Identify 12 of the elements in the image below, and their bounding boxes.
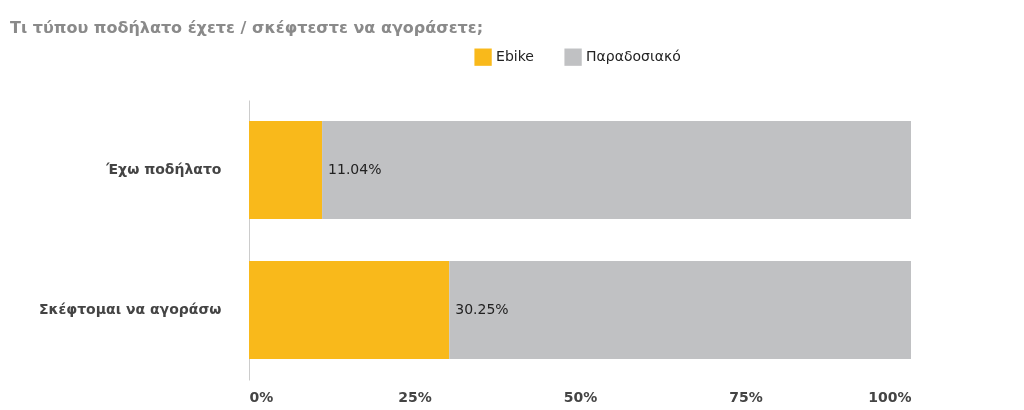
data-label: 30.25%	[455, 301, 509, 317]
y-tick-label: Σκέφτομαι να αγοράσω	[38, 301, 222, 317]
x-tick-label: 75%	[729, 388, 763, 405]
x-tick-label: 25%	[398, 388, 432, 405]
legend-label: Παραδοσιακό	[586, 48, 681, 65]
y-tick-label: Έχω ποδήλατο	[105, 161, 222, 177]
x-tick-label: 100%	[868, 388, 912, 405]
x-tick-label: 0%	[249, 388, 274, 405]
legend-label: Ebike	[496, 48, 534, 65]
x-tick-label: 50%	[563, 388, 598, 405]
chart-title: Τι τύπου ποδήλατο έχετε / σκέφτεστε να αγοράσετε;	[10, 18, 484, 37]
data-label: 11.04%	[328, 161, 382, 177]
